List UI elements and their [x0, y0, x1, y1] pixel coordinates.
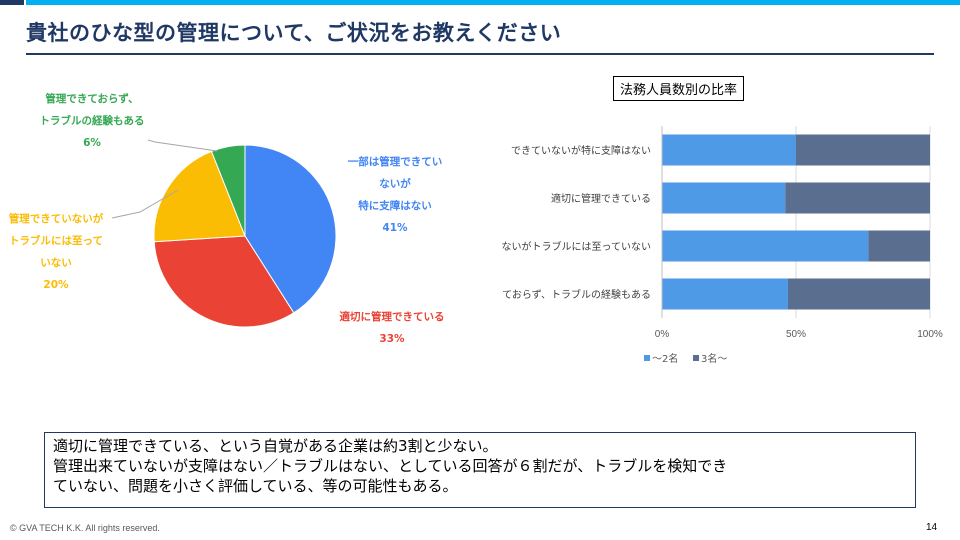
pie-label-3-line-1: 管理できていないが — [9, 212, 104, 225]
top-accent-bar — [26, 0, 960, 5]
slide-title: 貴社のひな型の管理について、ご状況をお教えください — [26, 21, 562, 45]
pie-label-3-line-2: トラブルには至って — [9, 234, 103, 247]
bar-x-tick-3: 100% — [917, 329, 943, 340]
bar-segment-row3-series1 — [662, 230, 869, 262]
bar-segment-row1-series1 — [662, 134, 796, 166]
legend-swatch-2 — [693, 355, 699, 361]
summary-line-3: ていない、問題を小さく評価している、等の可能性もある。 — [53, 477, 458, 495]
pie-label-1-line-3: 特に支障はない — [358, 199, 432, 212]
bar-x-tick-1: 0% — [655, 329, 670, 340]
pie-label-3-line-3: いない — [40, 257, 72, 269]
pie-slice-4 — [210, 144, 246, 237]
bar-x-tick-2: 50% — [786, 329, 806, 340]
page-number: 14 — [926, 522, 938, 533]
pie-slice-1 — [244, 144, 337, 314]
leader-line-6pct — [147, 139, 218, 152]
pie-label-4-line-2: トラブルの経験もある — [40, 114, 145, 127]
bar-chart-title: 法務人員数別の比率 — [613, 76, 745, 101]
copyright-footer: © GVA TECH K.K. All rights reserved. — [10, 523, 160, 533]
bar-segment-row2-series2 — [785, 182, 930, 214]
leader-line-20pct — [111, 189, 179, 219]
pie-percent-label-1: 41% — [382, 222, 408, 234]
pie-percent-label-2: 33% — [379, 333, 405, 345]
bar-segment-row4-series2 — [787, 278, 930, 310]
bar-category-label-2: 適切に管理できている — [551, 192, 651, 205]
top-accent-bar-dark — [0, 0, 24, 5]
summary-box: 適切に管理できている、という自覚がある企業は約3割と少ない。 管理出来ていないが… — [44, 432, 916, 508]
legend-label-2: 3名～ — [701, 352, 727, 365]
pie-slice-2 — [153, 235, 295, 328]
pie-percent-label-4: 6% — [83, 137, 101, 149]
bar-category-label-1: できていないが特に支障はない — [511, 144, 651, 157]
bar-category-label-3: ないがトラブルには至っていない — [502, 240, 652, 253]
bar-segment-row3-series2 — [868, 230, 930, 262]
pie-label-4-line-1: 管理できておらず、 — [45, 92, 138, 105]
bar-segment-row2-series1 — [662, 182, 786, 214]
bar-segment-row1-series2 — [796, 134, 930, 166]
legend-label-1: ～2名 — [652, 352, 678, 365]
bar-segment-row4-series1 — [662, 278, 788, 310]
pie-percent-label-3: 20% — [43, 279, 69, 291]
title-underline — [26, 53, 934, 55]
pie-label-2-line-1: 適切に管理できている — [340, 310, 445, 323]
pie-label-1-line-2: ないが — [379, 177, 411, 190]
summary-line-1: 適切に管理できている、という自覚がある企業は約3割と少ない。 — [53, 437, 498, 455]
pie-slice-3 — [153, 150, 246, 243]
legend-swatch-1 — [644, 355, 650, 361]
summary-line-2: 管理出来ていないが支障はない／トラブルはない、としている回答が６割だが、トラブル… — [53, 457, 728, 475]
bar-category-label-4: ておらず、トラブルの経験もある — [502, 288, 651, 301]
pie-label-1-line-1: 一部は管理できてい — [348, 155, 443, 168]
